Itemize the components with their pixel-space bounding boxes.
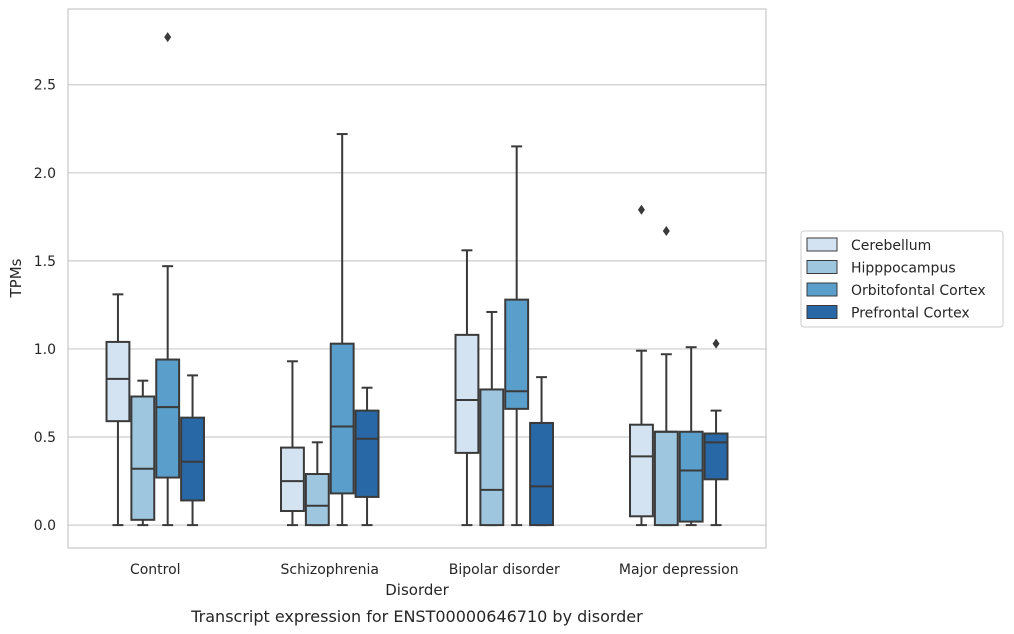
outlier-point bbox=[637, 204, 645, 215]
outlier-point bbox=[662, 225, 670, 236]
y-tick-labels: 0.0 0.5 1.0 1.5 2.0 2.5 bbox=[34, 78, 56, 534]
legend-label: Hipppocampus bbox=[851, 261, 956, 277]
y-axis-title: TPMs bbox=[7, 258, 25, 298]
chart-caption: Transcript expression for ENST0000064671… bbox=[190, 607, 643, 626]
x-tick-label: Control bbox=[130, 562, 181, 578]
legend-items: Cerebellum Hipppocampus Orbitofontal Corte… bbox=[806, 237, 986, 322]
x-axis-title: Disorder bbox=[385, 581, 449, 599]
box bbox=[653, 430, 679, 527]
y-tick-label: 0.0 bbox=[34, 518, 56, 534]
box bbox=[155, 358, 181, 479]
plot-frame bbox=[67, 8, 767, 549]
box bbox=[105, 340, 131, 423]
legend: Cerebellum Hipppocampus Orbitofontal Corte… bbox=[800, 230, 1004, 328]
legend-swatch bbox=[806, 260, 838, 274]
box bbox=[354, 409, 380, 498]
box bbox=[130, 395, 156, 521]
y-tick-label: 1.5 bbox=[34, 254, 56, 270]
legend-frame bbox=[800, 230, 1004, 328]
y-tick-label: 2.5 bbox=[34, 78, 56, 94]
legend-label: Orbitofontal Cortex bbox=[851, 283, 986, 299]
y-tick-label: 0.5 bbox=[34, 430, 56, 446]
box bbox=[678, 430, 704, 523]
y-tick-label: 1.0 bbox=[34, 342, 56, 358]
box bbox=[454, 333, 480, 454]
x-tick-label: Major depression bbox=[619, 562, 739, 578]
outlier-point bbox=[164, 32, 172, 43]
box bbox=[329, 342, 355, 495]
box bbox=[504, 298, 530, 410]
y-tick-label: 2.0 bbox=[34, 166, 56, 182]
box-series bbox=[105, 32, 729, 527]
x-tick-labels: Control Schizophrenia Bipolar disorder Majo… bbox=[130, 562, 739, 578]
x-tick-label: Schizophrenia bbox=[281, 562, 379, 578]
box bbox=[304, 473, 330, 527]
outlier-point bbox=[712, 338, 720, 349]
legend-label: Cerebellum bbox=[851, 238, 931, 254]
box bbox=[479, 388, 505, 527]
legend-swatch bbox=[806, 305, 838, 319]
box bbox=[629, 423, 654, 518]
box bbox=[703, 432, 729, 481]
legend-label: Prefrontal Cortex bbox=[851, 306, 970, 322]
box bbox=[529, 421, 554, 527]
legend-swatch bbox=[806, 237, 838, 252]
box bbox=[180, 416, 205, 502]
x-tick-label: Bipolar disorder bbox=[449, 562, 560, 578]
box bbox=[280, 446, 305, 513]
legend-swatch bbox=[806, 282, 838, 297]
